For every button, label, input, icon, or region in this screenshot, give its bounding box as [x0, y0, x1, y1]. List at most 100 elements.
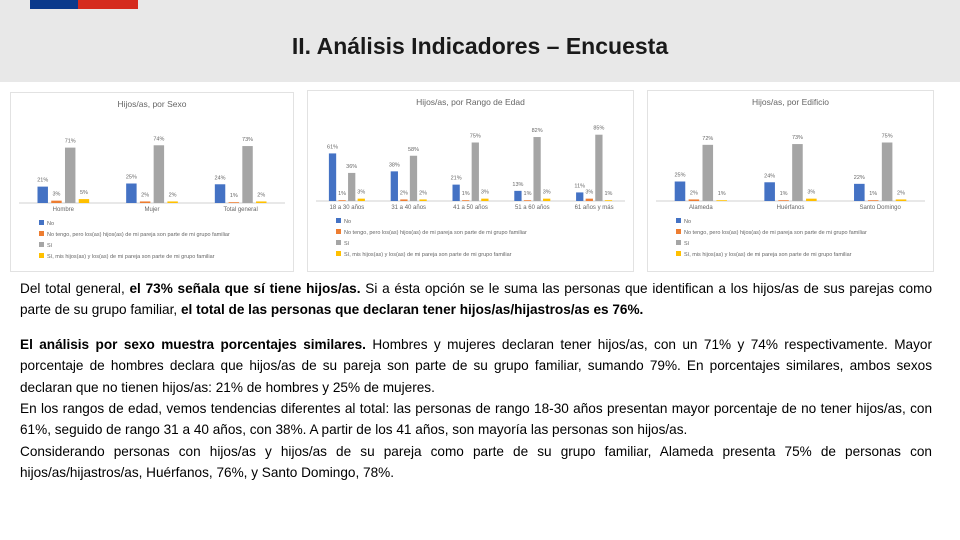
- bar: [228, 202, 240, 203]
- body-text: Del total general, el 73% señala que sí …: [20, 278, 932, 484]
- data-label: 38%: [389, 162, 400, 168]
- logo-bar: [30, 0, 78, 9]
- data-label: 73%: [792, 135, 803, 141]
- legend-label: No: [47, 221, 54, 227]
- data-label: 2%: [257, 192, 265, 198]
- bar: [881, 142, 893, 201]
- bold-text: el total de las personas que declaran te…: [180, 302, 644, 318]
- bar: [400, 199, 408, 201]
- bar: [256, 201, 267, 203]
- paragraph: En los rangos de edad, vemos tendencias …: [20, 398, 932, 441]
- chart-title: Hijos/as, por Sexo: [118, 99, 187, 109]
- x-tick-label: 18 a 30 años: [330, 205, 365, 211]
- data-label: 3%: [585, 190, 593, 196]
- bar: [514, 190, 522, 201]
- data-label: 58%: [408, 147, 419, 153]
- legend-label: Sí: [684, 241, 690, 247]
- legend-swatch: [336, 251, 341, 256]
- bar: [126, 183, 137, 203]
- legend-swatch: [336, 229, 341, 234]
- legend-swatch: [336, 218, 341, 223]
- chart-title: Hijos/as, por Rango de Edad: [416, 97, 525, 107]
- bar: [595, 134, 603, 201]
- bar: [585, 198, 593, 201]
- legend-label: Sí: [47, 243, 53, 249]
- data-label: 82%: [532, 128, 543, 134]
- text-run: Si a ésta opción se le suma las personas…: [20, 281, 932, 318]
- legend-swatch: [39, 242, 44, 247]
- data-label: 2%: [169, 192, 177, 198]
- bar: [390, 171, 398, 201]
- bar: [462, 200, 470, 201]
- legend-label: Sí, mis hijos(as) y los(as) de mi pareja…: [344, 252, 512, 258]
- bar: [543, 198, 551, 201]
- logo-bar: [78, 0, 138, 9]
- bar: [523, 200, 532, 201]
- legend-label: No: [344, 219, 351, 225]
- data-label: 1%: [230, 193, 238, 199]
- bar: [78, 199, 90, 203]
- legend-label: No tengo, pero los(as) hijos(as) de mi p…: [344, 230, 527, 236]
- bar: [702, 144, 714, 201]
- paragraph: Considerando personas con hijos/as y hij…: [20, 441, 932, 484]
- text-run: En los rangos de edad, vemos tendencias …: [20, 401, 932, 438]
- data-label: 3%: [807, 190, 815, 196]
- chart: Hijos/as, por Edificio Alameda 25% 2% 72% 1% H…: [647, 90, 934, 272]
- bar: [338, 200, 346, 201]
- legend-swatch: [676, 240, 681, 245]
- data-label: 3%: [357, 190, 365, 196]
- bar: [214, 184, 226, 203]
- paragraph: Del total general, el 73% señala que sí …: [20, 278, 932, 321]
- data-label: 22%: [854, 175, 865, 181]
- data-label: 25%: [674, 173, 685, 179]
- bar: [576, 192, 584, 201]
- bar: [792, 144, 803, 201]
- bar: [64, 147, 76, 203]
- bar: [357, 198, 365, 201]
- bar: [533, 137, 541, 201]
- x-tick-label: Alameda: [689, 205, 713, 211]
- paragraph: El análisis por sexo muestra porcentajes…: [20, 334, 932, 398]
- chart: Hijos/as, por Sexo Hombre 21% 3% 71% 5% Mujer 2…: [10, 92, 294, 272]
- bar: [867, 200, 879, 201]
- legend-swatch: [676, 229, 681, 234]
- data-label: 1%: [462, 191, 470, 197]
- data-label: 1%: [780, 191, 788, 197]
- data-label: 24%: [764, 173, 775, 179]
- legend-label: Sí, mis hijos(as) y los(as) de mi pareja…: [47, 254, 215, 260]
- legend-label: Sí, mis hijos(as) y los(as) de mi pareja…: [684, 252, 852, 258]
- legend-label: No tengo, pero los(as) hijos(as) de mi p…: [684, 230, 867, 236]
- bar: [409, 155, 418, 201]
- data-label: 1%: [718, 191, 726, 197]
- chart-title: Hijos/as, por Edificio: [752, 97, 829, 107]
- bar: [471, 142, 479, 201]
- bar: [806, 198, 817, 201]
- data-label: 2%: [141, 192, 149, 198]
- bar: [688, 199, 700, 201]
- chart: Hijos/as, por Rango de Edad 18 a 30 años 6…: [307, 90, 634, 272]
- legend-label: No tengo, pero los(as) hijos(as) de mi p…: [47, 232, 230, 238]
- bar: [139, 201, 151, 203]
- data-label: 1%: [524, 191, 532, 197]
- legend-swatch: [39, 220, 44, 225]
- x-tick-label: 41 a 50 años: [453, 205, 488, 211]
- bar: [764, 182, 775, 201]
- x-tick-label: Total general: [223, 207, 257, 213]
- legend-swatch: [676, 218, 681, 223]
- data-label: 24%: [215, 175, 226, 181]
- data-label: 3%: [543, 190, 551, 196]
- data-label: 3%: [52, 192, 60, 198]
- bold-text: el 73% señala que sí tiene hijos/as.: [129, 281, 361, 296]
- data-label: 5%: [80, 190, 88, 196]
- legend-label: Sí: [344, 241, 350, 247]
- bar: [895, 199, 907, 201]
- data-label: 21%: [37, 178, 48, 184]
- bar: [481, 198, 489, 201]
- legend-swatch: [336, 240, 341, 245]
- data-label: 13%: [512, 182, 523, 188]
- data-label: 75%: [882, 134, 893, 140]
- x-tick-label: Huérfanos: [777, 205, 805, 211]
- bar: [716, 200, 727, 201]
- data-label: 21%: [451, 176, 462, 182]
